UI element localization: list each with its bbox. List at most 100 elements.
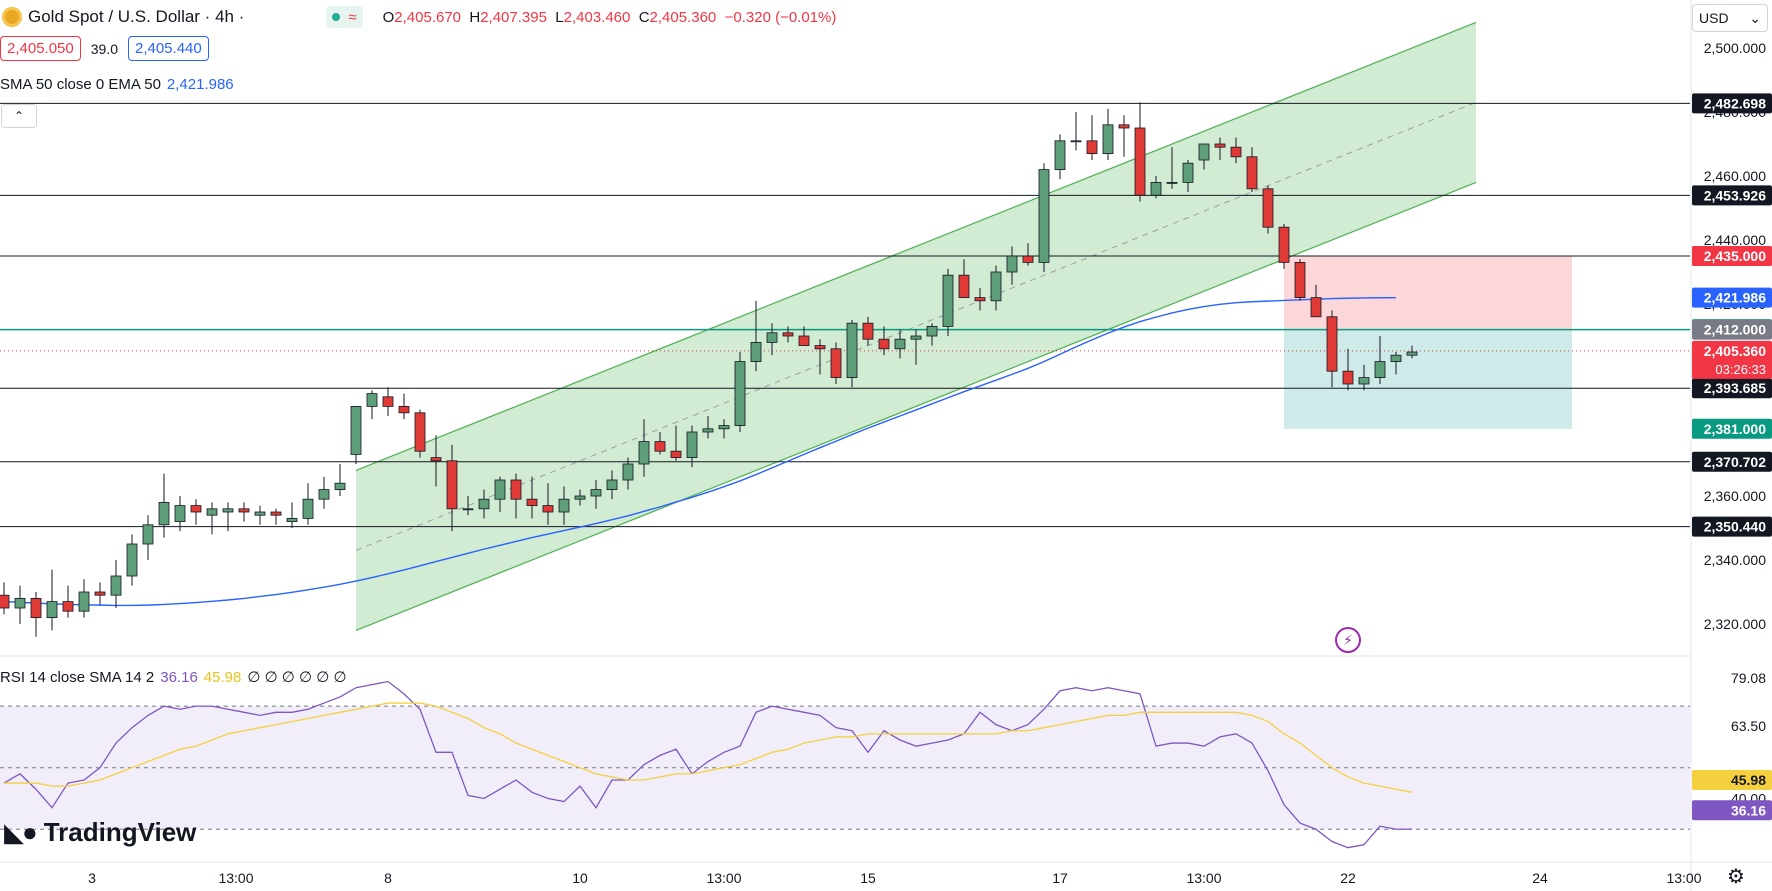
buy-price-button[interactable]: 2,405.440: [127, 36, 209, 61]
candle-body: [62, 601, 74, 612]
level-price-tag: 2,370.702: [1704, 454, 1766, 470]
candle-body: [574, 495, 586, 500]
currency-value: USD: [1699, 10, 1729, 26]
candle-body: [1054, 140, 1066, 171]
candle-body: [254, 511, 266, 516]
sell-price-button[interactable]: 2,405.050: [0, 36, 81, 61]
candle-body: [126, 543, 138, 577]
candle-body: [1326, 316, 1338, 372]
stop-price-tag: 2,435.000: [1704, 248, 1766, 264]
currency-select[interactable]: USD ⌄: [1692, 4, 1768, 32]
symbol-header: Gold Spot / U.S. Dollar · 4h · ≈ O2,405.…: [0, 4, 836, 30]
chevron-up-icon: ⌃: [13, 109, 25, 123]
level-price-tag-bg: [1692, 93, 1772, 114]
candle-body: [606, 479, 618, 491]
candle-body: [1022, 255, 1034, 263]
channel-upper-line: [355, 21, 1477, 471]
candle-body: [798, 335, 810, 347]
candle-body: [1294, 261, 1306, 298]
gold-coin-icon: [2, 7, 22, 27]
rsi-sma-value: 45.98: [203, 669, 242, 686]
candle-body: [974, 297, 986, 302]
candle-body: [1310, 297, 1322, 318]
level-price-tag-bg: [1692, 185, 1772, 206]
candle-body: [1262, 188, 1274, 228]
candle-body: [334, 482, 346, 491]
sma-value: 2,421.986: [166, 76, 234, 93]
candle-body: [0, 594, 10, 609]
time-axis-tick-label: 13:00: [218, 870, 253, 886]
candle-body: [1070, 140, 1082, 143]
candle-body: [654, 441, 666, 452]
price-axis-tick-label: 2,360.000: [1704, 488, 1766, 504]
rsi-legend[interactable]: RSI 14 close SMA 14 2 36.16 45.98 ∅ ∅ ∅ ∅ ∅…: [0, 668, 347, 686]
candle-body: [686, 431, 698, 459]
candle-body: [1374, 361, 1386, 379]
rsi-band-fill: [0, 706, 1690, 830]
market-open-dot-icon: [332, 13, 341, 21]
market-status-badge[interactable]: ≈: [326, 6, 363, 28]
candle-body: [78, 591, 90, 612]
candle-body: [30, 598, 42, 619]
candle-body: [494, 479, 506, 500]
candle-body: [782, 332, 794, 337]
level-price-tag: 2,393.685: [1704, 380, 1766, 396]
candle-body: [750, 341, 762, 362]
candle-body: [1390, 354, 1402, 363]
ema-price-tag-bg: [1692, 287, 1772, 308]
rsi-value-tag: 45.98: [1731, 772, 1766, 788]
collapse-legend-button[interactable]: ⌃: [1, 104, 37, 128]
level-price-tag-bg: [1692, 516, 1772, 537]
candle-body: [462, 508, 474, 511]
change-value: −0.320 (−0.01%): [724, 8, 837, 26]
lightning-icon[interactable]: ⚡: [1335, 627, 1361, 653]
low-value: 2,403.460: [563, 8, 631, 26]
rsi-value-tag: 36.16: [1731, 802, 1766, 818]
candle-body: [414, 412, 426, 452]
candle-body: [942, 274, 954, 327]
candle-body: [702, 428, 714, 433]
candle-body: [382, 396, 394, 407]
candle-body: [1118, 124, 1130, 129]
symbol-title[interactable]: Gold Spot / U.S. Dollar · 4h ·: [28, 7, 245, 26]
time-axis-tick-label: 24: [1532, 870, 1548, 886]
candle-body: [1342, 370, 1354, 385]
candle-body: [1246, 156, 1258, 190]
time-axis-tick-label: 22: [1340, 870, 1356, 886]
level-price-tag: 2,453.926: [1704, 187, 1766, 203]
candle-body: [430, 457, 442, 462]
candle-body: [238, 508, 250, 513]
current-price-tag-bg: [1692, 340, 1772, 379]
candle-body: [350, 405, 362, 455]
spread-value: 39.0: [90, 40, 118, 57]
candle-body: [830, 348, 842, 378]
candle-body: [478, 498, 490, 510]
time-axis-tick-label: 15: [860, 870, 876, 886]
target-price-tag: 2,381.000: [1704, 421, 1766, 437]
tradingview-logo[interactable]: ◣● TradingView: [4, 817, 196, 848]
rsi-empty-values: ∅ ∅ ∅ ∅ ∅ ∅: [247, 669, 347, 686]
time-axis-tick-label: 13:00: [1666, 870, 1701, 886]
ohlc-values: O2,405.670 H2,407.395 L2,403.460 C2,405.…: [382, 8, 837, 26]
candle-body: [1406, 351, 1418, 356]
open-value: 2,405.670: [394, 8, 462, 26]
gear-icon[interactable]: ⚙: [1727, 866, 1745, 888]
candle-body: [94, 591, 106, 596]
candle-body: [558, 498, 570, 513]
candle-body: [14, 598, 26, 609]
price-axis-tick-label: 2,340.000: [1704, 552, 1766, 568]
candle-body: [878, 338, 890, 350]
stop-price-tag-bg: [1692, 246, 1772, 266]
current-price-tag: 2,405.360: [1704, 343, 1766, 359]
candle-body: [318, 489, 330, 500]
candle-body: [110, 575, 122, 596]
candle-body: [174, 505, 186, 523]
candle-body: [766, 332, 778, 343]
price-axis-tick-label: 2,320.000: [1704, 616, 1766, 632]
sma-legend[interactable]: SMA 50 close 0 EMA 50 2,421.986: [0, 76, 234, 93]
time-axis-tick-label: 17: [1052, 870, 1068, 886]
ema50-line: [3, 296, 1397, 607]
channel-median-line: [355, 101, 1477, 551]
sma-label: SMA 50 close 0 EMA 50: [0, 76, 161, 93]
